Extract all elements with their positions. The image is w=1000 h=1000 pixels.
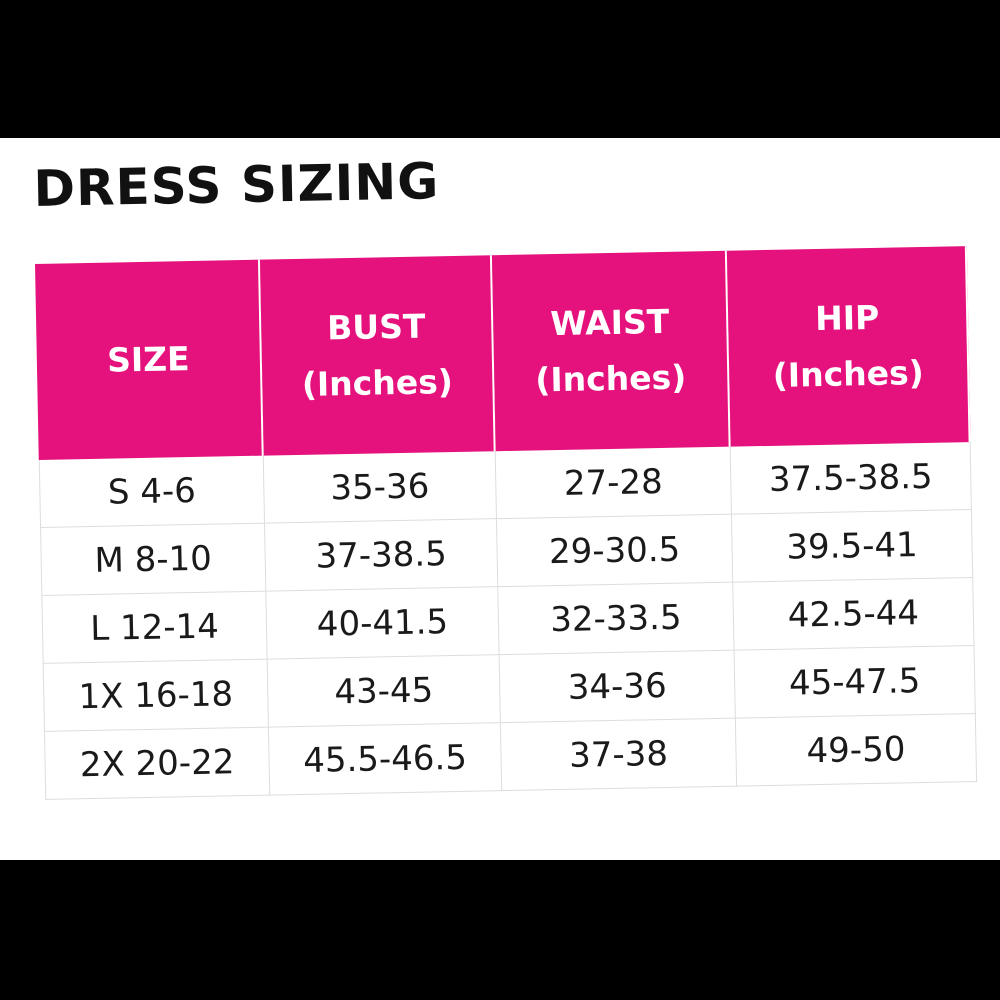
- table-cell: 2X 20-22: [43, 727, 271, 800]
- table-cell: 34-36: [499, 650, 736, 724]
- header-cell: SIZE: [35, 259, 264, 460]
- table-body: S 4-6 35-36 27-28 37.5-38.5 M 8-10 37-38.5 29-…: [38, 442, 978, 800]
- cell-text: 35-36: [330, 465, 430, 508]
- cell-text: 34-36: [567, 665, 667, 708]
- cell-text: 29-30.5: [548, 529, 681, 572]
- table-cell: 37-38.5: [265, 519, 499, 592]
- table-cell: 27-28: [495, 446, 732, 520]
- header-text: HIP: [814, 297, 880, 339]
- cell-text: 37-38: [568, 733, 669, 776]
- cell-text: 49-50: [806, 728, 906, 771]
- header-cell: HIP (Inches): [726, 246, 971, 447]
- table-cell: 32-33.5: [498, 582, 735, 656]
- cell-text: 43-45: [333, 669, 434, 712]
- table-cell: 43-45: [267, 655, 501, 728]
- table-cell: 49-50: [735, 714, 978, 787]
- table-cell: L 12-14: [41, 591, 268, 664]
- cell-text: 37-38.5: [315, 533, 448, 577]
- table-cell: 42.5-44: [733, 578, 975, 651]
- cell-text: 45.5-46.5: [302, 737, 468, 781]
- cell-text: 1X 16-18: [78, 673, 234, 717]
- table-cell: 37.5-38.5: [730, 442, 972, 515]
- table-cell: M 8-10: [40, 523, 267, 596]
- cell-text: 32-33.5: [549, 597, 682, 640]
- cell-text: 40-41.5: [316, 601, 449, 645]
- table-cell: 40-41.5: [266, 587, 500, 660]
- table-cell: 37-38: [500, 718, 738, 792]
- table-cell: 39.5-41: [731, 510, 974, 583]
- cell-text: S 4-6: [107, 470, 197, 513]
- header-text: BUST: [326, 306, 426, 348]
- size-table: SIZE BUST (Inches) WAIST (Inches) HIP (Inches)…: [35, 246, 978, 800]
- cell-text: L 12-14: [89, 606, 220, 649]
- table-cell: 35-36: [263, 451, 497, 524]
- bottom-bar: [0, 860, 1000, 1000]
- cell-text: M 8-10: [94, 538, 213, 581]
- cell-text: 27-28: [563, 461, 664, 504]
- header-text: (Inches): [772, 352, 925, 395]
- cell-text: 39.5-41: [786, 524, 919, 568]
- table-cell: S 4-6: [38, 455, 266, 528]
- table-cell: 29-30.5: [496, 514, 734, 588]
- cell-text: 45-47.5: [788, 660, 921, 704]
- table-cell: 45.5-46.5: [268, 723, 503, 796]
- header-text: SIZE: [106, 339, 190, 380]
- cell-text: 2X 20-22: [79, 741, 235, 785]
- title: DRESS SIZING: [33, 152, 440, 218]
- table-cell: 1X 16-18: [42, 659, 269, 732]
- cell-text: 42.5-44: [787, 592, 920, 636]
- header-text: WAIST: [549, 301, 670, 344]
- header-text: (Inches): [301, 362, 454, 404]
- header-cell: WAIST (Inches): [491, 250, 731, 452]
- top-bar: [0, 0, 1000, 138]
- table-cell: 45-47.5: [734, 646, 976, 719]
- cell-text: 37.5-38.5: [768, 456, 933, 500]
- header-cell: BUST (Inches): [259, 255, 496, 456]
- header-row: SIZE BUST (Inches) WAIST (Inches) HIP (Inches): [35, 246, 971, 460]
- header-text: (Inches): [534, 357, 687, 400]
